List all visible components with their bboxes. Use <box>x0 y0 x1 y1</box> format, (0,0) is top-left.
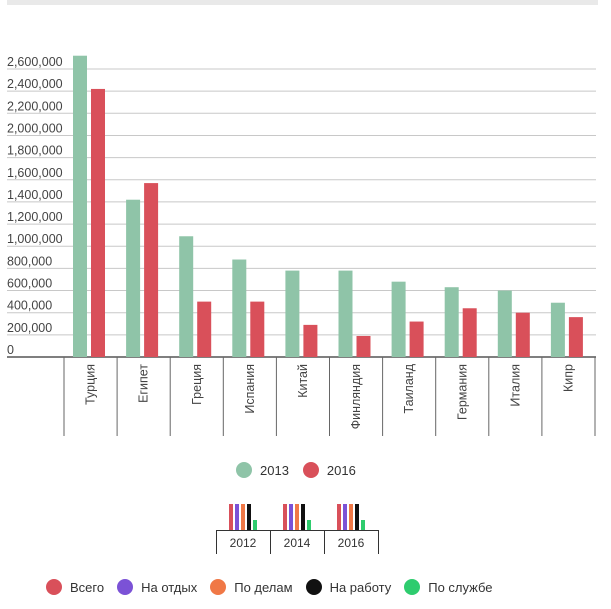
bar-2013-Кипр <box>550 302 565 357</box>
legend-label: По делам <box>234 579 293 595</box>
bar-2016-Италия <box>515 312 530 357</box>
x-tick-label: Греция <box>190 364 204 405</box>
legend-item[interactable]: На работу <box>305 579 392 595</box>
y-tick-label: 1,200,000 <box>7 210 63 224</box>
mini-bar-icon <box>241 504 245 530</box>
x-tick-label: Турция <box>84 364 98 405</box>
legend-item[interactable]: Всего <box>46 579 104 595</box>
year-separator <box>270 530 271 554</box>
year-option-2016[interactable]: 2016 <box>324 500 378 556</box>
bar-2016-Турция <box>91 88 105 357</box>
bar-2013-Италия <box>497 290 512 357</box>
bar-2013-Испания <box>232 259 247 357</box>
bar-2016-Испания <box>250 301 265 357</box>
legend-dot-icon <box>210 579 227 595</box>
legend-label: На работу <box>329 579 392 595</box>
x-tick-label: Таиланд <box>402 363 416 413</box>
x-tick-label: Италия <box>508 364 522 407</box>
series-legend: 2013 2016 <box>236 462 370 478</box>
mini-bar-icon <box>247 504 251 530</box>
mini-bar-icon <box>289 504 293 530</box>
y-tick-label: 600,000 <box>7 277 52 291</box>
legend-dot-icon <box>46 579 62 595</box>
legend-label: 2016 <box>326 462 356 478</box>
x-tick-label: Китай <box>296 364 310 398</box>
bar-2013-Финляндия <box>338 270 353 357</box>
legend-item[interactable]: По делам <box>210 579 293 595</box>
legend-label: На отдых <box>141 579 198 595</box>
mini-bar-icon <box>355 504 359 530</box>
y-tick-label: 1,600,000 <box>7 166 63 180</box>
mini-bar-icon <box>253 520 257 530</box>
mini-bar-icon <box>301 504 305 530</box>
mini-bar-icon <box>361 520 365 530</box>
legend-item[interactable]: 2016 <box>302 462 356 478</box>
y-tick-label: 2,200,000 <box>7 99 63 113</box>
legend-label: По службе <box>428 579 493 595</box>
year-switcher: 2012 2014 2016 <box>216 500 379 556</box>
x-tick-label: Кипр <box>561 364 575 392</box>
bar-chart: 0 200,000 400,000 600,000 800,000 1,000,000 1,… <box>7 55 596 436</box>
year-label: 2014 <box>283 536 311 550</box>
y-tick-label: 0 <box>7 343 14 357</box>
legend-dot-icon <box>236 462 252 478</box>
legend-item[interactable]: 2013 <box>236 462 289 478</box>
bar-2016-Греция <box>197 301 212 357</box>
year-option-2012[interactable]: 2012 <box>216 500 270 556</box>
mini-bar-icon <box>307 520 311 530</box>
bar-2013-Таиланд <box>391 281 406 357</box>
x-tick-label: Египет <box>137 364 151 403</box>
bar-2016-Кипр <box>568 317 583 357</box>
mini-bar-icon <box>235 504 239 530</box>
y-tick-label: 1,800,000 <box>7 144 63 158</box>
bar-2013-Турция <box>73 55 87 357</box>
bar-2013-Египет <box>126 199 141 357</box>
year-switcher-baseline <box>216 530 378 531</box>
y-tick-label: 2,600,000 <box>7 55 63 69</box>
legend-item[interactable]: По службе <box>404 579 493 595</box>
bar-2016-Таиланд <box>409 321 424 357</box>
y-tick-label: 2,400,000 <box>7 77 63 91</box>
x-tick-label: Испания <box>243 364 257 414</box>
y-tick-label: 800,000 <box>7 254 52 268</box>
top-divider <box>7 0 598 5</box>
bar-2016-Египет <box>144 183 159 357</box>
bar-2016-Германия <box>462 308 477 357</box>
mini-bar-icon <box>343 504 347 530</box>
mini-bar-icon <box>295 504 299 530</box>
year-label: 2012 <box>229 536 257 550</box>
y-tick-label: 400,000 <box>7 299 52 313</box>
year-label: 2016 <box>337 536 365 550</box>
mini-bar-icon <box>349 504 353 530</box>
bar-2013-Китай <box>285 270 300 357</box>
y-tick-label: 200,000 <box>7 321 52 335</box>
legend-dot-icon <box>117 579 134 595</box>
legend-dot-icon <box>305 579 322 595</box>
year-separator <box>216 530 217 554</box>
year-option-2014[interactable]: 2014 <box>270 500 324 556</box>
year-separator <box>324 530 325 554</box>
y-tick-label: 1,000,000 <box>7 232 63 246</box>
bar-2016-Финляндия <box>356 335 371 357</box>
legend-dot-icon <box>404 579 421 595</box>
bar-2013-Греция <box>179 236 194 357</box>
y-tick-label: 2,000,000 <box>7 121 63 135</box>
legend-item[interactable]: На отдых <box>117 579 197 595</box>
year-separator <box>378 530 379 554</box>
legend-dot-icon <box>302 462 319 478</box>
x-tick-label: Германия <box>455 364 469 420</box>
bar-2013-Германия <box>444 287 459 357</box>
bar-2016-Китай <box>303 324 318 357</box>
x-tick-label: Финляндия <box>349 364 363 429</box>
mini-bar-icon <box>337 504 341 530</box>
purpose-legend: Всего На отдых По делам На работу По службе <box>46 579 506 595</box>
legend-label: Всего <box>70 579 105 595</box>
legend-label: 2013 <box>260 462 289 478</box>
y-tick-label: 1,400,000 <box>7 188 63 202</box>
mini-bar-icon <box>283 504 287 530</box>
mini-bar-icon <box>229 504 233 530</box>
